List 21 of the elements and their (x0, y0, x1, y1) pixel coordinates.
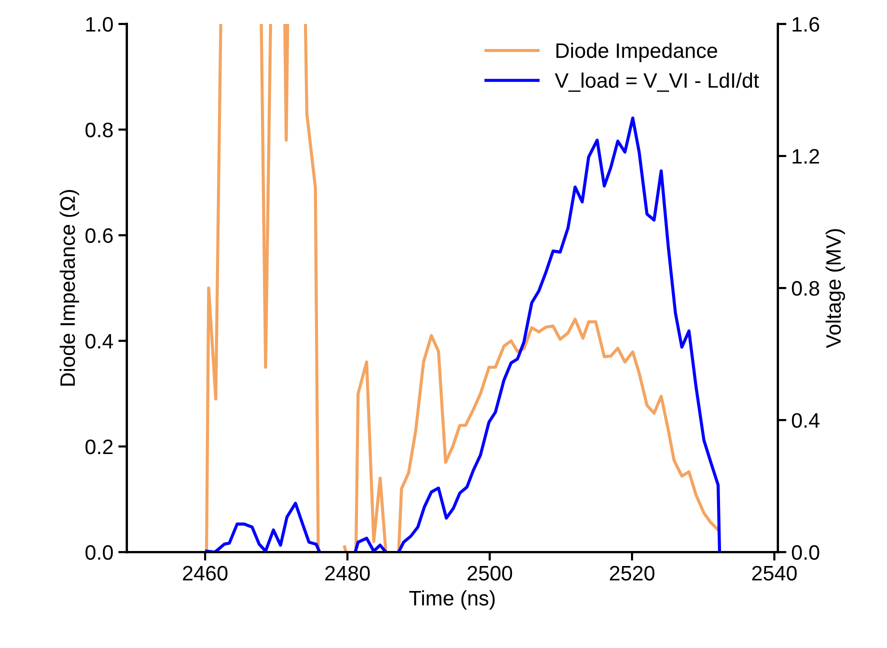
x-tick-label: 2500 (468, 566, 512, 581)
y-tick-label: 0.8 (86, 122, 113, 138)
y2-tick-label: 0.8 (792, 281, 820, 296)
x-tick-label: 2520 (610, 566, 654, 581)
y2-axis-title: Voltage (MV) (826, 229, 846, 348)
x-axis-title: Time (ns) (409, 590, 495, 610)
y2-tick-label: 0.0 (792, 545, 820, 560)
y2-tick-label: 1.6 (792, 16, 820, 32)
legend-label: Diode Impedance (556, 42, 718, 62)
x-tick-label: 2460 (182, 566, 228, 581)
y-tick-label: 1.0 (86, 16, 113, 32)
y-tick-label: 0.4 (86, 334, 114, 349)
x-tick-label: 2540 (752, 566, 797, 581)
legend-label: V_load = V_VI - LdI/dt (554, 72, 760, 92)
y-axis-title: Diode Impedance (Ω) (60, 190, 80, 386)
x-tick-label: 2480 (325, 566, 370, 581)
y2-tick-label: 1.2 (792, 149, 820, 164)
y-tick-label: 0.0 (86, 545, 113, 560)
y-tick-label: 0.6 (86, 228, 113, 243)
y2-tick-label: 0.4 (792, 413, 820, 428)
y-tick-label: 0.2 (86, 439, 113, 454)
